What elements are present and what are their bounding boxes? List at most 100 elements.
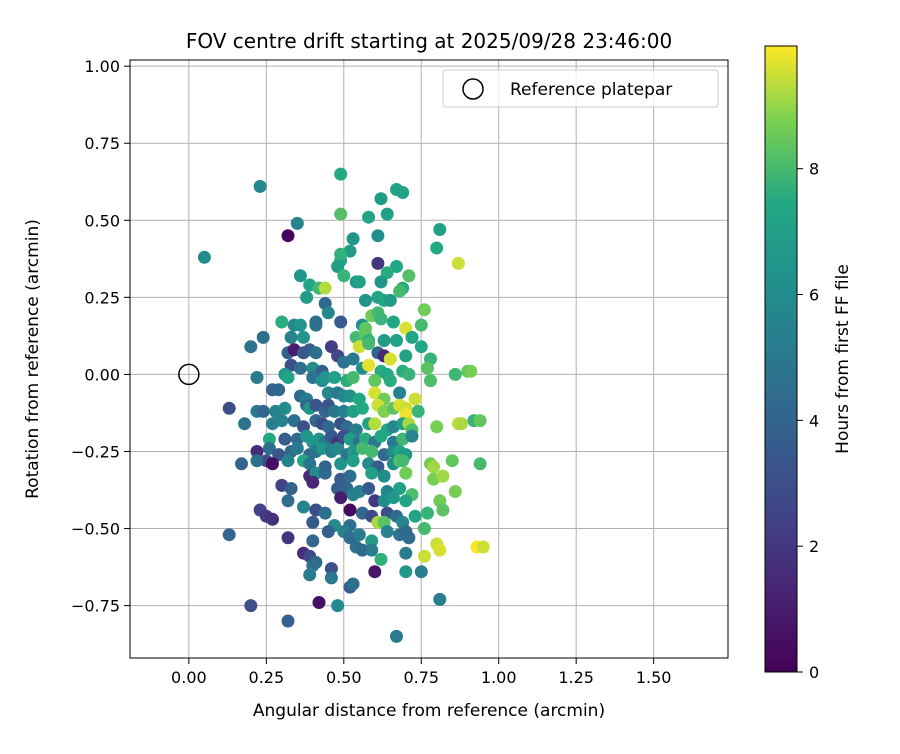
data-point bbox=[405, 330, 419, 344]
data-point bbox=[393, 482, 407, 495]
data-point bbox=[328, 404, 341, 418]
data-point bbox=[346, 454, 360, 468]
data-point bbox=[362, 358, 376, 372]
data-point bbox=[290, 216, 304, 230]
y-tick-label: 1.00 bbox=[84, 57, 120, 76]
data-point bbox=[399, 349, 413, 363]
data-point bbox=[337, 404, 351, 418]
data-point bbox=[390, 629, 403, 643]
data-point bbox=[362, 482, 376, 495]
data-point bbox=[272, 383, 286, 397]
data-point bbox=[405, 429, 419, 443]
data-point bbox=[244, 340, 258, 354]
data-point bbox=[374, 552, 388, 566]
data-point bbox=[368, 565, 382, 579]
data-point bbox=[386, 315, 400, 329]
data-point bbox=[281, 454, 295, 468]
data-point bbox=[414, 318, 428, 332]
data-point bbox=[349, 423, 363, 437]
data-point bbox=[287, 414, 301, 428]
data-point bbox=[272, 448, 286, 462]
chart-title: FOV centre drift starting at 2025/09/28 … bbox=[186, 29, 672, 53]
data-point bbox=[476, 540, 490, 554]
data-point bbox=[235, 457, 248, 471]
data-point bbox=[355, 401, 369, 415]
data-point bbox=[281, 494, 295, 508]
data-point bbox=[399, 466, 413, 480]
data-point bbox=[281, 229, 295, 243]
data-point bbox=[321, 306, 335, 320]
y-tick-label: 0.50 bbox=[84, 211, 120, 230]
data-point bbox=[377, 334, 391, 347]
colorbar-ticks: 0 2 4 6 8 bbox=[797, 160, 819, 682]
data-point bbox=[383, 352, 397, 366]
data-point bbox=[284, 482, 298, 495]
data-point bbox=[297, 330, 310, 344]
data-point bbox=[337, 269, 351, 283]
data-point bbox=[448, 367, 462, 381]
data-point bbox=[334, 247, 348, 261]
data-point bbox=[383, 293, 397, 307]
data-point bbox=[374, 192, 388, 206]
data-point bbox=[253, 179, 267, 193]
data-point bbox=[331, 441, 345, 455]
data-point bbox=[334, 207, 348, 221]
data-point bbox=[365, 534, 379, 548]
data-point bbox=[346, 577, 360, 591]
data-point bbox=[343, 469, 357, 483]
data-point bbox=[293, 269, 307, 283]
data-point bbox=[362, 337, 376, 351]
data-point bbox=[374, 312, 388, 326]
data-point bbox=[393, 284, 407, 298]
data-point bbox=[455, 417, 468, 431]
data-point bbox=[464, 364, 478, 378]
data-point bbox=[256, 330, 270, 344]
colorbar-tick-label: 8 bbox=[809, 160, 819, 179]
data-point bbox=[371, 229, 385, 243]
y-tick-label: 0.75 bbox=[84, 134, 120, 153]
data-point bbox=[334, 315, 348, 329]
data-point bbox=[262, 432, 276, 446]
data-point bbox=[334, 167, 348, 181]
data-point bbox=[399, 565, 413, 579]
legend-label: Reference platepar bbox=[510, 80, 672, 100]
data-point bbox=[197, 250, 211, 264]
data-point bbox=[417, 549, 431, 563]
data-point bbox=[408, 392, 422, 406]
data-point bbox=[421, 506, 434, 520]
data-point bbox=[328, 371, 341, 384]
data-point bbox=[293, 318, 307, 332]
data-point bbox=[380, 525, 394, 539]
data-point bbox=[414, 340, 428, 354]
data-point bbox=[334, 491, 348, 505]
data-point bbox=[365, 445, 379, 458]
data-point bbox=[281, 531, 295, 545]
data-point bbox=[318, 371, 332, 384]
data-point bbox=[321, 525, 335, 539]
y-tick-label: −0.75 bbox=[71, 597, 120, 616]
data-point bbox=[266, 512, 279, 526]
data-point bbox=[436, 469, 450, 483]
colorbar-tick-label: 6 bbox=[809, 286, 819, 305]
plot-frame bbox=[129, 59, 729, 659]
data-point bbox=[334, 457, 348, 471]
x-tick-label: 0.00 bbox=[171, 668, 207, 687]
data-point bbox=[417, 522, 431, 535]
x-tick-label: 0.25 bbox=[249, 668, 285, 687]
colorbar-gradient bbox=[764, 45, 798, 673]
points-layer bbox=[197, 167, 490, 643]
data-point bbox=[399, 546, 413, 560]
data-point bbox=[368, 417, 382, 431]
data-point bbox=[346, 488, 360, 502]
data-point bbox=[256, 404, 270, 418]
ticks-layer: 0.00 0.25 0.50 0.75 1.00 1.25 1.50 −0.75 −0.50 −0… bbox=[71, 57, 671, 687]
x-axis-label: Angular distance from reference (arcmin) bbox=[253, 701, 605, 721]
data-point bbox=[362, 210, 376, 224]
data-point bbox=[250, 454, 264, 468]
data-point bbox=[303, 457, 317, 471]
data-point bbox=[275, 414, 289, 428]
data-point bbox=[309, 555, 323, 569]
data-point bbox=[281, 614, 295, 628]
data-point bbox=[346, 352, 360, 366]
